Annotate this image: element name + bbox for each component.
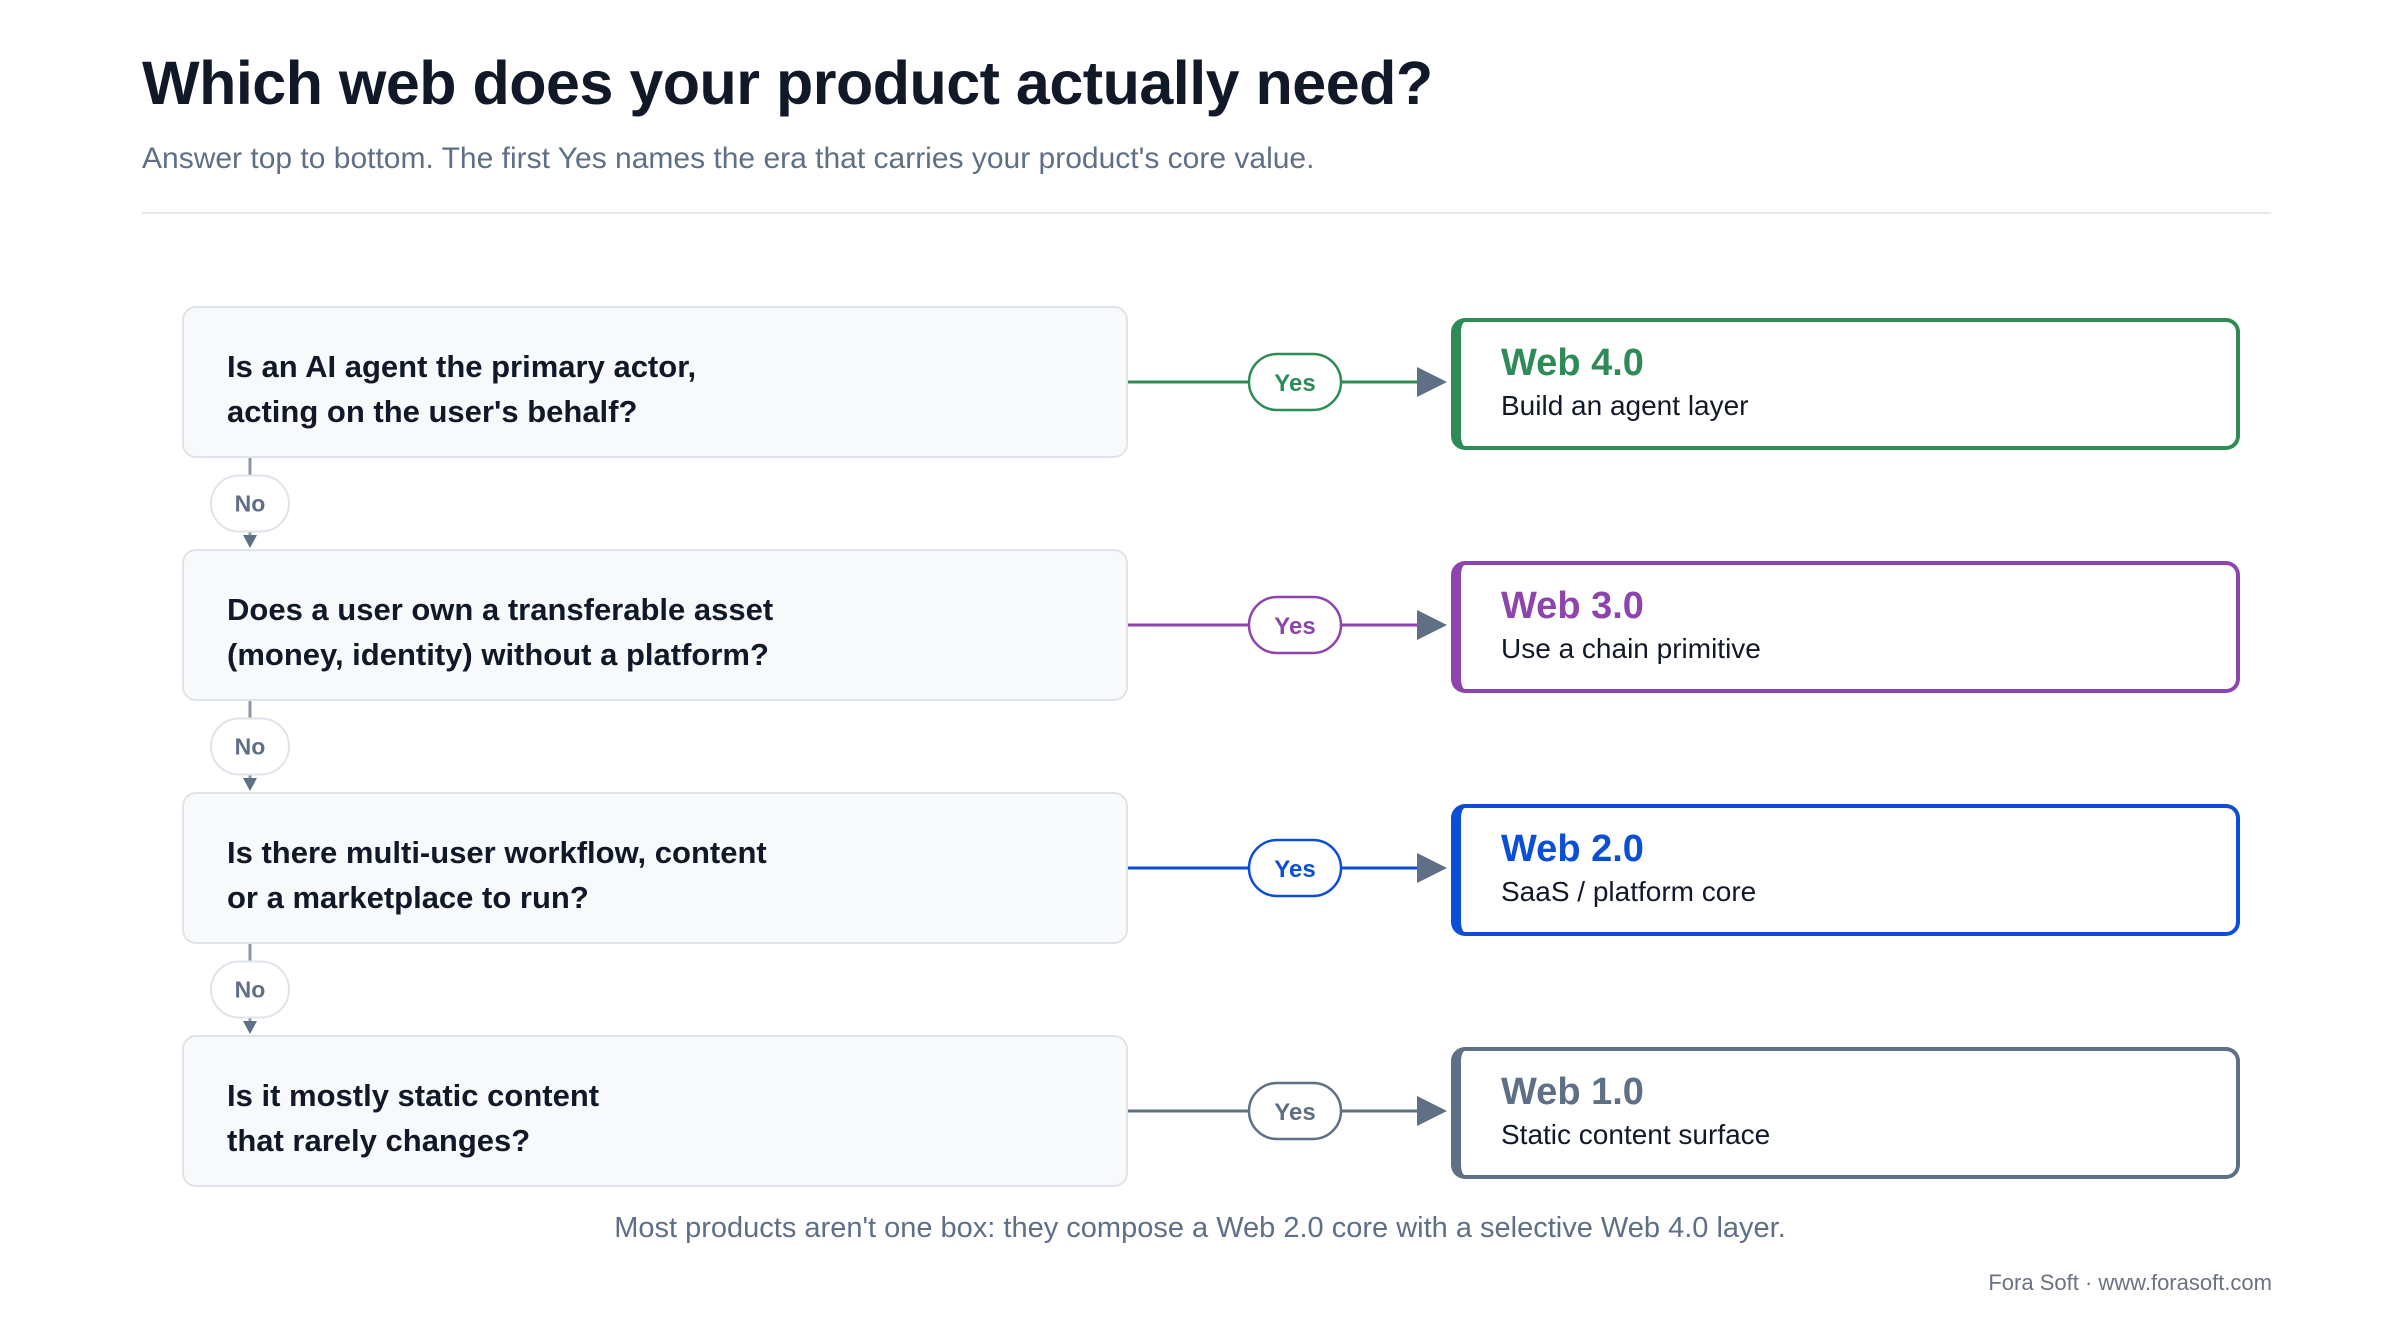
no-arrowhead-3 <box>243 1021 257 1034</box>
footnote: Most products aren't one box: they compo… <box>614 1212 1786 1244</box>
yes-label-4: Yes <box>1274 1099 1315 1126</box>
question-3-line-2: or a marketplace to run? <box>227 880 589 915</box>
answer-action-web-3: Use a chain primitive <box>1501 633 1761 664</box>
yes-label-2: Yes <box>1274 613 1315 640</box>
yes-pill-2 <box>1247 595 1343 655</box>
answer-action-web-4: Build an agent layer <box>1501 390 1749 421</box>
answer-box-web-4: Web 4.0 Build an agent layer <box>1451 318 2240 450</box>
answer-box-web-1: Web 1.0 Static content surface <box>1451 1047 2240 1179</box>
question-box-3: Is there multi-user workflow, content or… <box>182 792 1128 944</box>
answer-box-web-2: Web 2.0 SaaS / platform core <box>1451 804 2240 936</box>
no-pill-2 <box>210 717 290 776</box>
question-1-line-1: Is an AI agent the primary actor, <box>227 349 697 384</box>
yes-arrowhead-4 <box>1417 1096 1447 1126</box>
no-pill-3 <box>210 960 290 1019</box>
yes-label-1: Yes <box>1274 370 1315 397</box>
no-arrowhead-2 <box>243 778 257 791</box>
no-label-2: No <box>235 734 266 760</box>
yes-arrowhead-2 <box>1417 610 1447 640</box>
answer-era-web-4: Web 4.0 <box>1501 342 1644 384</box>
credit: Fora Soft · www.forasoft.com <box>1988 1270 2272 1295</box>
question-box-2: Does a user own a transferable asset (mo… <box>182 549 1128 701</box>
answer-action-web-2: SaaS / platform core <box>1501 876 1757 907</box>
answer-era-web-2: Web 2.0 <box>1501 828 1644 870</box>
page-subtitle: Answer top to bottom. The first Yes name… <box>142 142 1315 175</box>
question-box-1: Is an AI agent the primary actor, acting… <box>182 306 1128 458</box>
yes-arrowhead-1 <box>1417 367 1447 397</box>
yes-arrowhead-3 <box>1417 853 1447 883</box>
question-4-line-1: Is it mostly static content <box>227 1078 600 1113</box>
question-1-line-2: acting on the user's behalf? <box>227 394 638 429</box>
yes-pill-1 <box>1247 352 1343 412</box>
answer-era-web-3: Web 3.0 <box>1501 585 1644 627</box>
question-4-line-2: that rarely changes? <box>227 1123 531 1158</box>
question-2-line-1: Does a user own a transferable asset <box>227 592 774 627</box>
yes-label-3: Yes <box>1274 856 1315 883</box>
yes-pill-3 <box>1247 838 1343 898</box>
no-arrowhead-1 <box>243 535 257 548</box>
answer-action-web-1: Static content surface <box>1501 1119 1771 1150</box>
answer-box-web-3: Web 3.0 Use a chain primitive <box>1451 561 2240 693</box>
question-2-line-2: (money, identity) without a platform? <box>227 637 769 672</box>
no-label-3: No <box>235 977 266 1003</box>
no-label-1: No <box>235 491 266 517</box>
yes-pill-4 <box>1247 1081 1343 1141</box>
question-3-line-1: Is there multi-user workflow, content <box>227 835 767 870</box>
answer-era-web-1: Web 1.0 <box>1501 1071 1644 1113</box>
no-pill-1 <box>210 474 290 533</box>
question-box-4: Is it mostly static content that rarely … <box>182 1035 1128 1187</box>
header-divider <box>142 212 2271 214</box>
page-title: Which web does your product actually nee… <box>142 49 1433 117</box>
